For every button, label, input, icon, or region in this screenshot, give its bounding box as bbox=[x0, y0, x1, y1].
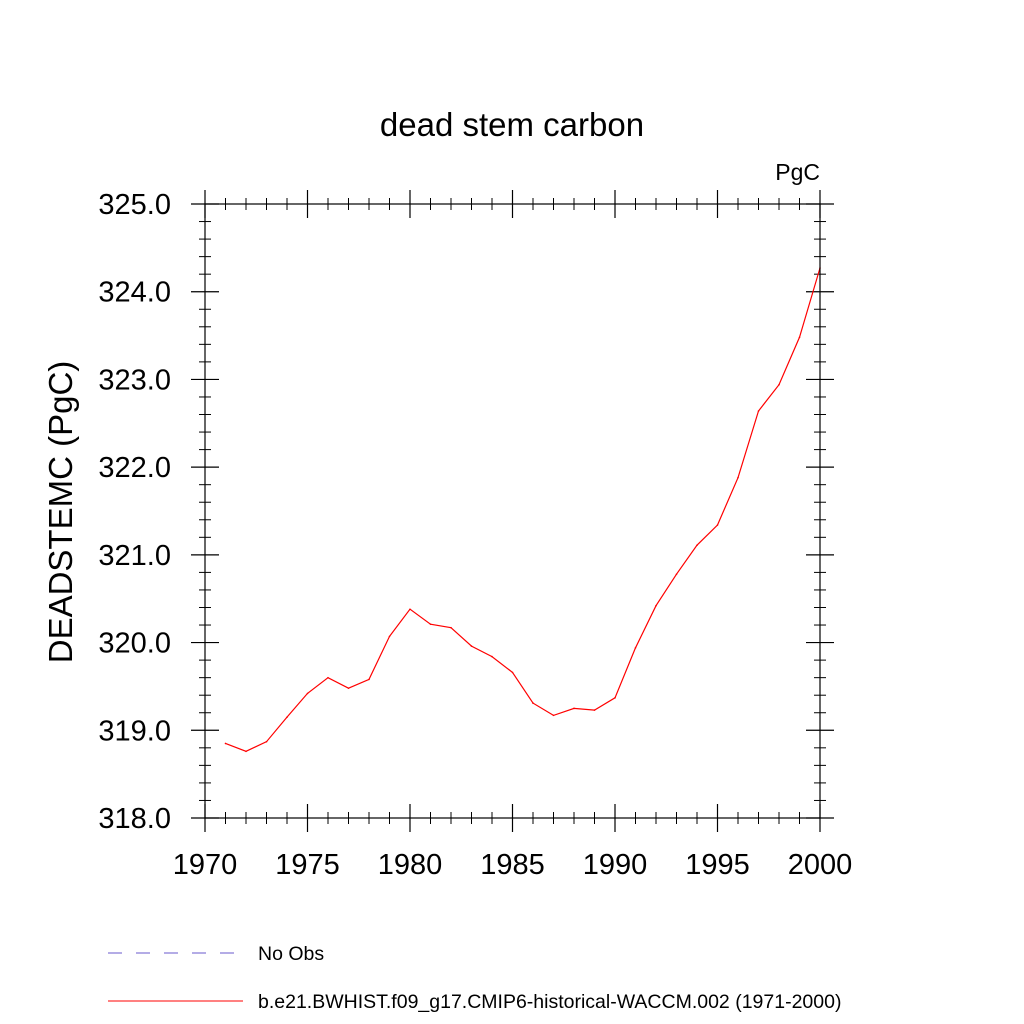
data-point bbox=[450, 626, 452, 629]
y-tick-label: 319.0 bbox=[98, 715, 171, 747]
x-tick-label: 1995 bbox=[685, 849, 750, 881]
y-tick-label: 320.0 bbox=[98, 628, 171, 660]
data-point bbox=[716, 524, 719, 526]
x-tick-label: 1985 bbox=[480, 849, 545, 881]
data-point bbox=[368, 678, 370, 681]
x-tick-label: 1990 bbox=[583, 849, 648, 881]
data-point bbox=[696, 544, 698, 547]
data-point bbox=[286, 716, 288, 718]
y-tick-label: 324.0 bbox=[98, 277, 171, 309]
data-point bbox=[757, 410, 760, 412]
data-point bbox=[614, 697, 616, 699]
data-point bbox=[429, 623, 432, 625]
legend-label: b.e21.BWHIST.f09_g17.CMIP6-historical-WA… bbox=[258, 991, 841, 1013]
data-point bbox=[593, 709, 596, 711]
data-point bbox=[511, 671, 514, 674]
plot-frame bbox=[204, 203, 821, 819]
x-tick-label: 1975 bbox=[275, 849, 340, 881]
data-point bbox=[675, 573, 678, 575]
x-tick-label: 1970 bbox=[173, 849, 238, 881]
y-tick-label: 318.0 bbox=[98, 803, 171, 835]
data-point bbox=[245, 750, 247, 753]
data-point bbox=[347, 687, 350, 689]
data-point bbox=[778, 383, 780, 386]
data-point bbox=[327, 676, 329, 679]
data-point bbox=[532, 702, 534, 704]
data-point bbox=[409, 608, 411, 611]
legend-label: No Obs bbox=[258, 943, 324, 965]
data-point bbox=[388, 635, 391, 638]
y-axis-label: DEADSTEMC (PgC) bbox=[42, 361, 79, 664]
data-point bbox=[737, 476, 739, 479]
data-point bbox=[634, 647, 637, 649]
data-point bbox=[552, 714, 555, 717]
y-tick-label: 325.0 bbox=[98, 189, 171, 221]
data-point bbox=[224, 742, 227, 745]
minor-ticks bbox=[199, 198, 826, 824]
x-tick-labels: 1970 1975 1980 1985 1990 1995 2000 bbox=[173, 849, 853, 881]
chart-title: dead stem carbon bbox=[380, 106, 644, 143]
major-ticks bbox=[191, 190, 834, 832]
x-tick-label: 1980 bbox=[378, 849, 443, 881]
data-point bbox=[491, 655, 493, 658]
series-group bbox=[224, 267, 821, 753]
series-line bbox=[225, 267, 821, 752]
y-tick-label: 321.0 bbox=[98, 540, 171, 572]
y-tick-label: 323.0 bbox=[98, 364, 171, 396]
legend: No Obs b.e21.BWHIST.f09_g17.CMIP6-histori… bbox=[108, 943, 841, 1013]
y-tick-label: 322.0 bbox=[98, 452, 171, 484]
data-point bbox=[798, 336, 801, 339]
y-tick-labels: 318.0 319.0 320.0 321.0 322.0 323.0 324.0 325.0 bbox=[98, 189, 171, 835]
data-point bbox=[655, 604, 657, 607]
data-point bbox=[265, 740, 268, 743]
x-tick-label: 2000 bbox=[788, 849, 853, 881]
data-point bbox=[470, 645, 473, 647]
data-point bbox=[573, 707, 575, 710]
units-label: PgC bbox=[775, 159, 820, 185]
data-point bbox=[306, 692, 309, 695]
